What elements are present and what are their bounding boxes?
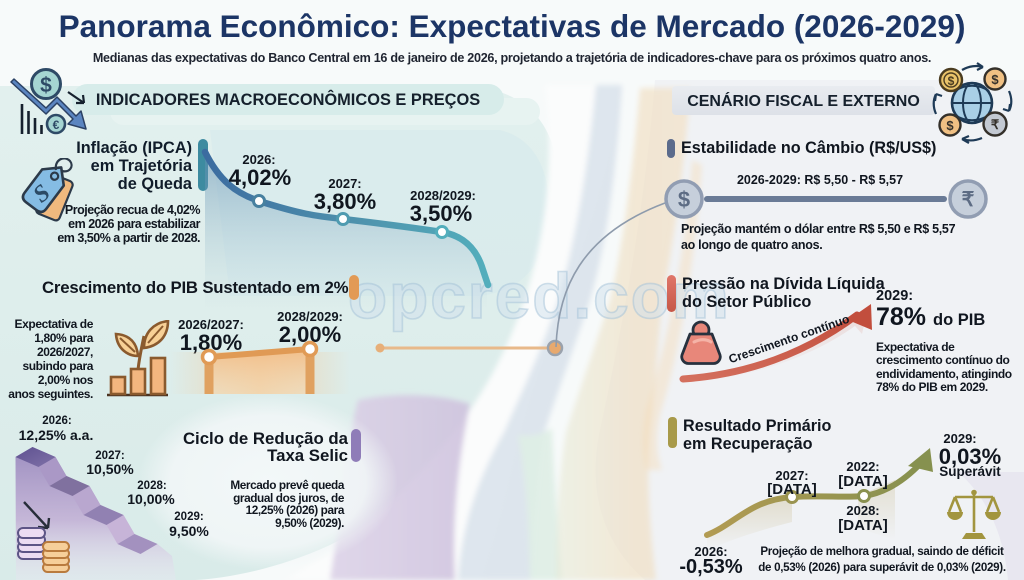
svg-text:₹: ₹	[991, 117, 1000, 132]
svg-text:$: $	[678, 187, 690, 212]
svg-text:$: $	[946, 118, 954, 133]
svg-text:$: $	[991, 72, 999, 87]
svg-text:$: $	[948, 74, 955, 88]
svg-text:$: $	[40, 74, 52, 97]
svg-text:€: €	[53, 118, 60, 132]
svg-text:₹: ₹	[962, 189, 975, 211]
